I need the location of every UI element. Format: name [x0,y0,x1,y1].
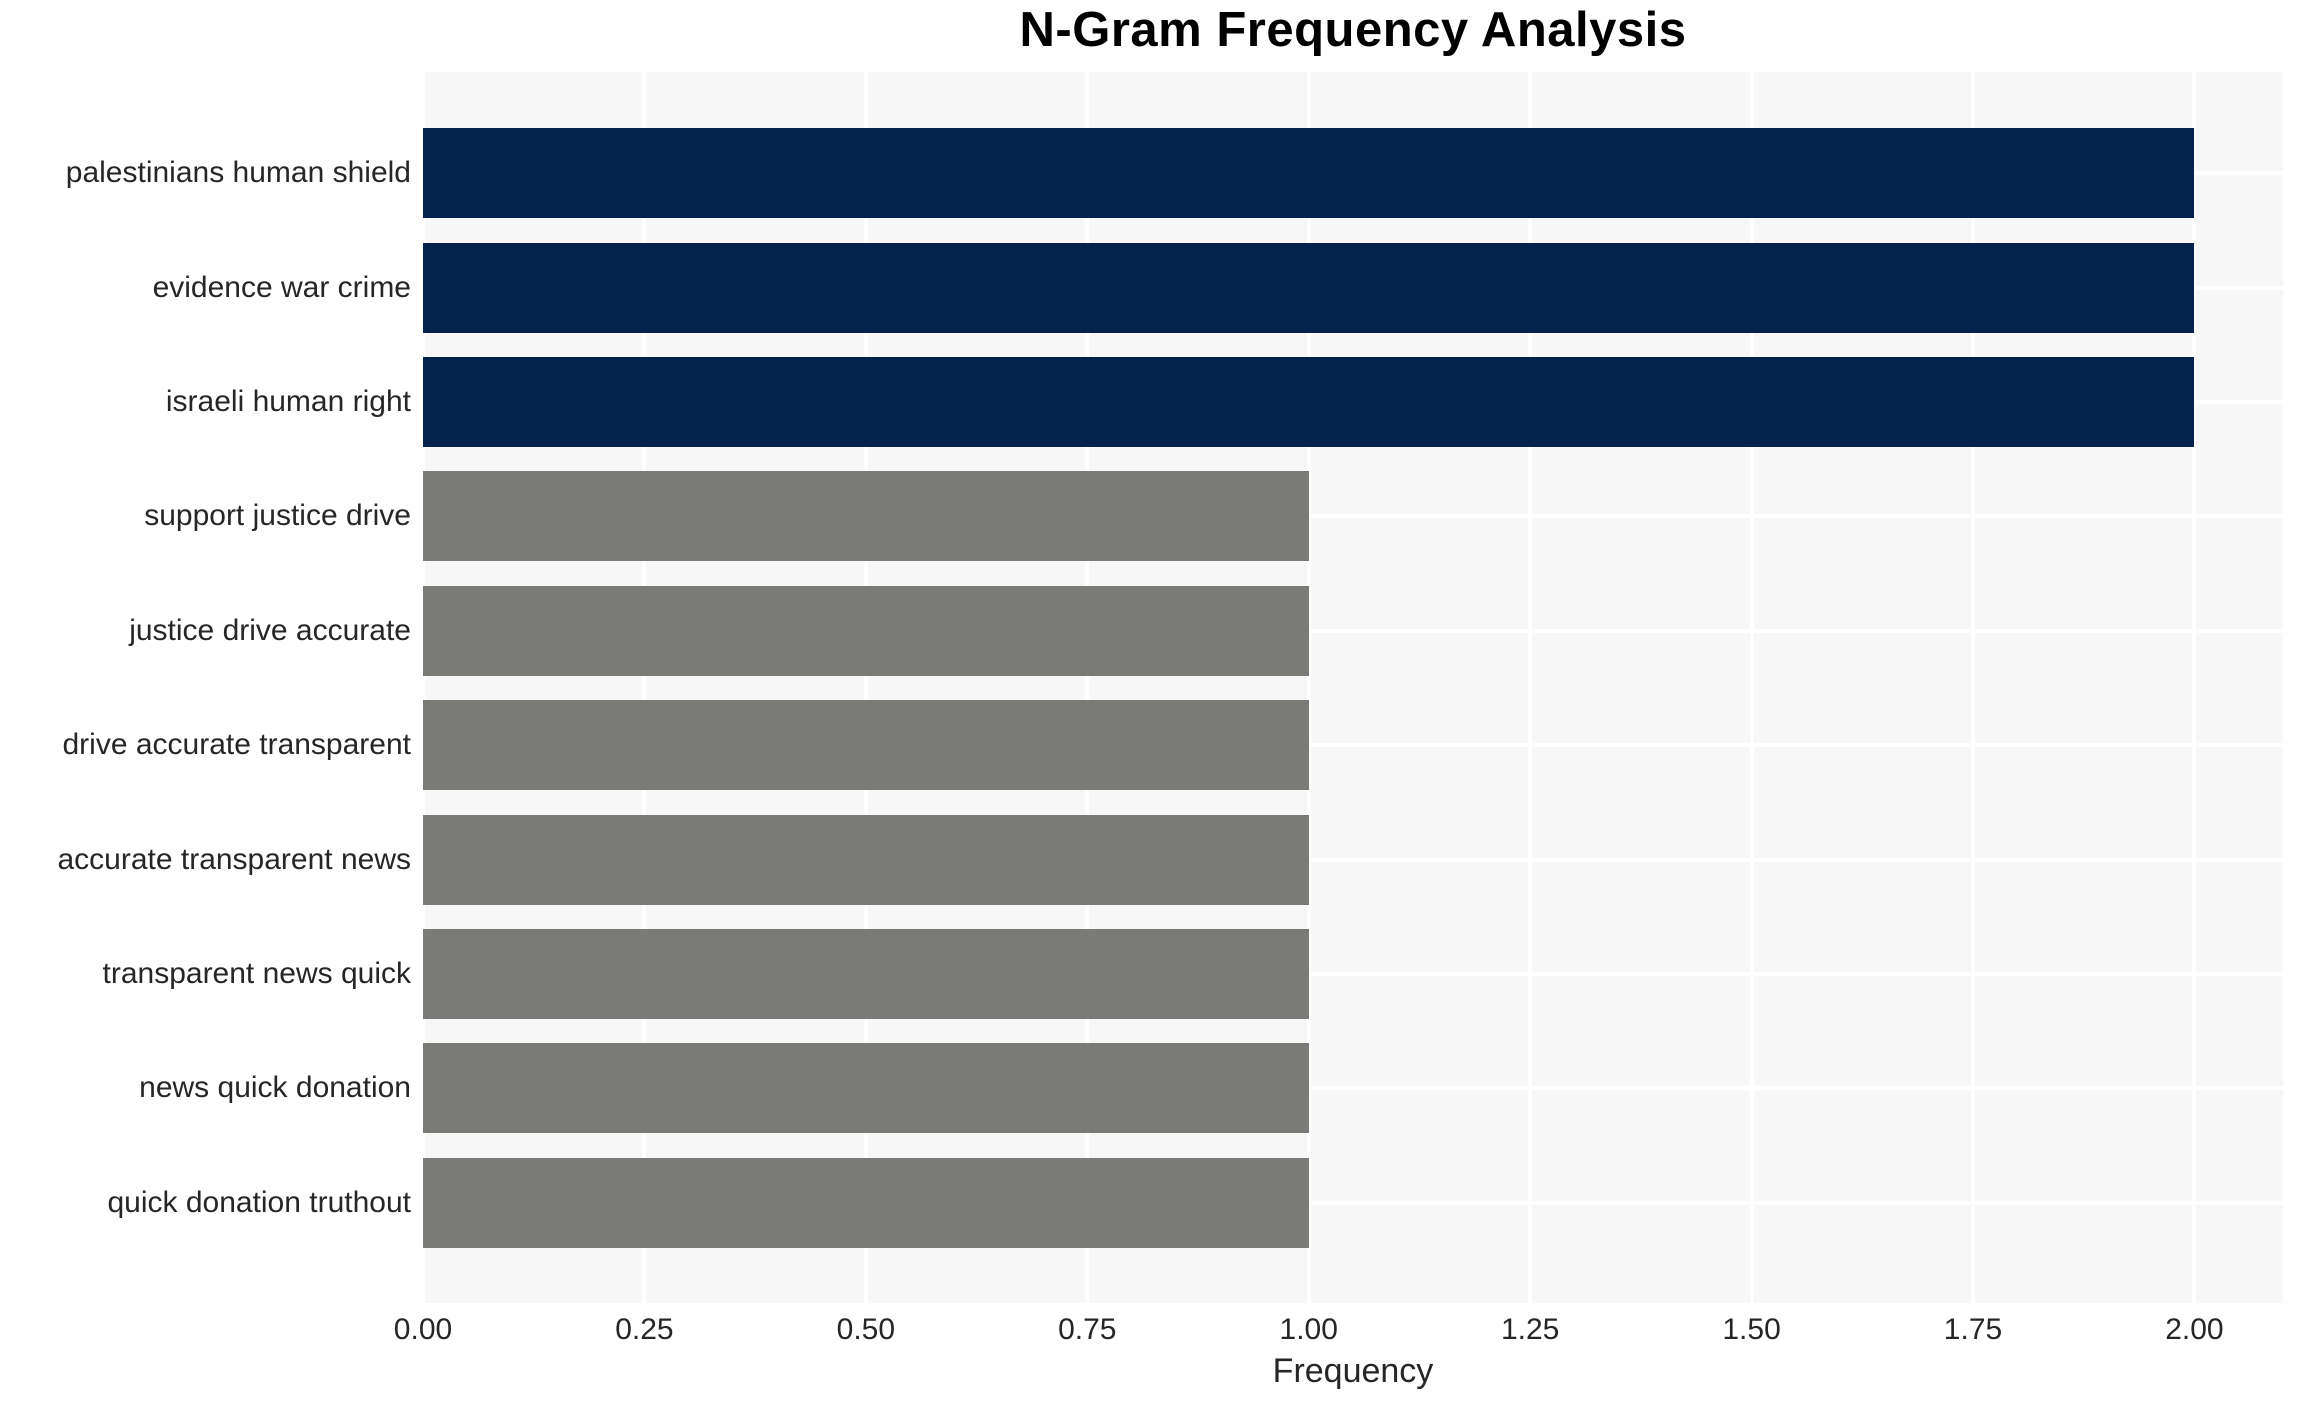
x-tick-label: 1.50 [1722,1313,1781,1346]
y-tick-label: accurate transparent news [57,842,411,876]
y-tick-label: israeli human right [165,385,411,418]
horizontal-gridline [423,628,2283,633]
y-tick-label: evidence war crime [152,270,411,304]
horizontal-gridline [423,972,2283,976]
y-tick-label: drive accurate transparent [62,728,411,762]
vertical-gridline [1306,72,1311,1303]
x-tick-label: 2.00 [2165,1313,2224,1346]
x-tick-label: 0.75 [1058,1313,1117,1346]
vertical-gridline [863,72,868,1303]
y-tick-label: transparent news quick [102,957,412,990]
x-tick-label: 0.00 [393,1313,453,1346]
y-tick-label: justice drive accurate [129,613,411,647]
y-tick-label: palestinians human shield [65,156,411,190]
x-axis-label: Frequency [1272,1352,1434,1390]
x-tick-label: 1.75 [1943,1313,2003,1346]
bar [423,814,1309,905]
bar [423,1157,1309,1248]
bar [423,471,1309,562]
y-axis-labels: palestinians human shield evidence war cr… [0,72,411,1303]
bar [423,929,1309,1019]
vertical-gridline [1749,72,1754,1303]
bar [423,585,1309,676]
y-tick-label: news quick donation [139,1071,411,1105]
plot-area [423,72,2283,1303]
horizontal-gridline [423,1200,2283,1205]
chart-title: N-Gram Frequency Analysis [1019,3,1687,57]
vertical-gridline [1528,72,1533,1303]
vertical-gridline [1971,72,1975,1303]
bar [423,1043,1309,1134]
horizontal-gridline [423,514,2283,519]
y-tick-label: quick donation truthout [107,1185,411,1219]
vertical-gridline [2192,72,2197,1303]
x-tick-label: 0.25 [615,1313,674,1346]
x-axis-ticks: 0.00 0.25 0.50 0.75 1.00 1.25 1.50 1.75 2.00 [394,1313,2283,1349]
bar [423,128,2195,219]
bar [423,700,1309,791]
x-tick-label: 0.50 [836,1313,896,1346]
horizontal-gridline [423,857,2283,862]
horizontal-gridline [423,1086,2283,1091]
vertical-gridline [642,72,647,1303]
vertical-gridline [423,72,425,1303]
y-tick-label: support justice drive [144,499,411,533]
bar [423,357,2195,447]
bar [423,242,2195,333]
horizontal-gridline [423,743,2283,748]
vertical-gridline [1085,72,1090,1303]
x-tick-label: 1.25 [1500,1313,1560,1346]
x-tick-label: 1.00 [1279,1313,1338,1346]
